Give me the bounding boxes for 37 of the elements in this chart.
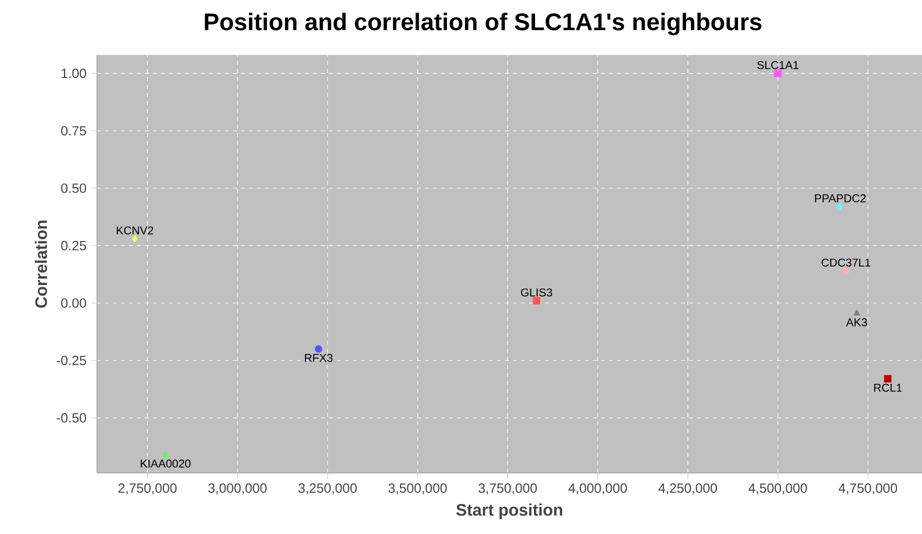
point bbox=[842, 267, 850, 275]
series-label: GLIS3 bbox=[521, 288, 552, 296]
chart-title: Position and correlation of SLC1A1's neighbours bbox=[204, 12, 762, 36]
series-label: RCL1 bbox=[874, 384, 902, 392]
series-label: PPAPDC2 bbox=[815, 194, 866, 202]
y-tick-label: 0.75 bbox=[61, 126, 86, 136]
point bbox=[314, 345, 322, 353]
y-tick-label: 0.25 bbox=[61, 240, 86, 250]
x-tick-label: 3,000,000 bbox=[208, 483, 267, 494]
point bbox=[162, 450, 168, 458]
x-tick-label: 4,000,000 bbox=[568, 483, 627, 494]
x-tick-label: 4,500,000 bbox=[748, 483, 808, 494]
x-tick-label: 4,250,000 bbox=[658, 483, 717, 494]
series-label: KIAA0020 bbox=[140, 460, 191, 468]
x-tick-label: 2,750,000 bbox=[118, 483, 177, 494]
x-tick-label: 3,500,000 bbox=[388, 483, 447, 494]
point bbox=[837, 202, 844, 210]
x-tick-label: 3,250,000 bbox=[298, 483, 357, 494]
y-axis-title: Correlation bbox=[34, 220, 48, 308]
x-axis-title: Start position bbox=[456, 504, 562, 520]
point bbox=[532, 296, 540, 304]
y-tick-label: 0.50 bbox=[61, 183, 86, 193]
point bbox=[884, 375, 892, 383]
point bbox=[854, 310, 860, 316]
x-tick-label: 3,750,000 bbox=[478, 483, 537, 494]
series-label: RFX3 bbox=[305, 354, 333, 362]
y-tick-label: -0.25 bbox=[56, 356, 86, 366]
y-tick-label: 0.00 bbox=[61, 298, 86, 308]
series-label: AK3 bbox=[846, 318, 868, 326]
y-tick-label: 1.00 bbox=[62, 68, 86, 78]
point bbox=[132, 234, 138, 242]
series-label: KCNV2 bbox=[116, 226, 154, 234]
x-tick-label: 4,750,000 bbox=[838, 483, 898, 494]
series-label: CDC37L1 bbox=[822, 258, 870, 267]
point bbox=[774, 70, 782, 78]
y-tick-label: -0.50 bbox=[56, 413, 86, 423]
series-label: SLC1A1 bbox=[757, 61, 798, 70]
